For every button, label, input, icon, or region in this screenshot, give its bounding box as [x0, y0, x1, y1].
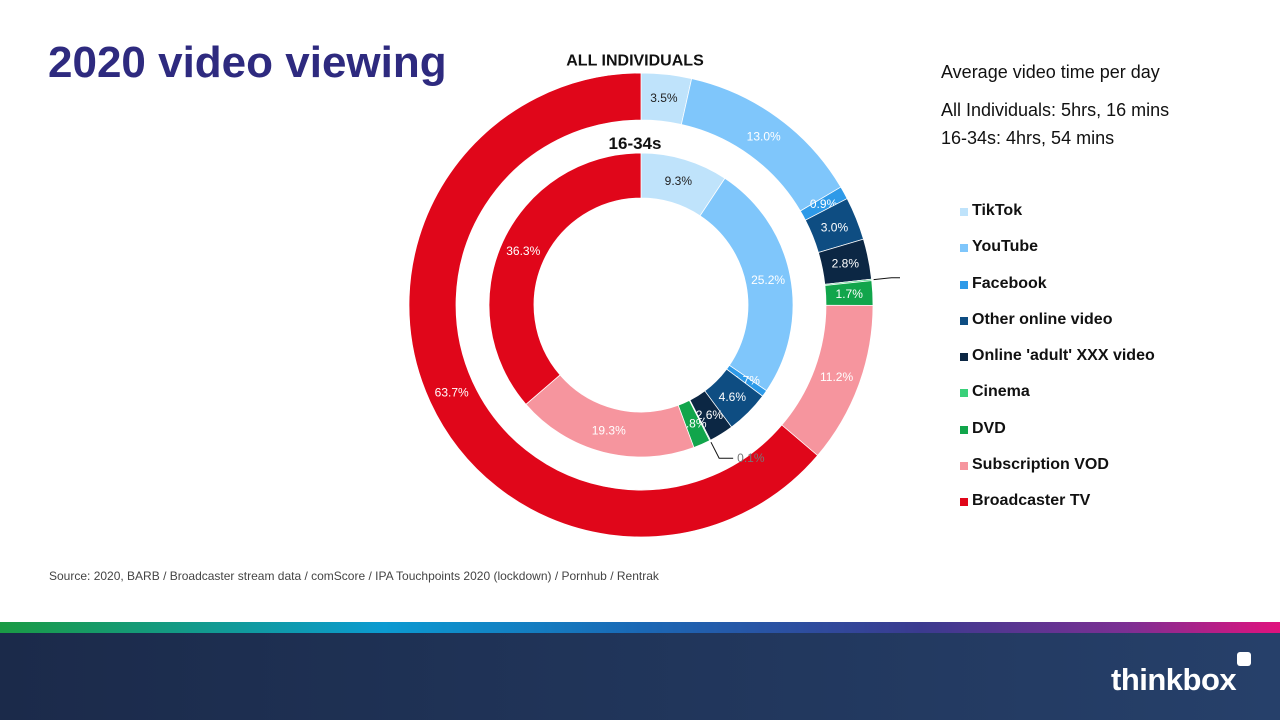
all-individuals-slice-broadcaster-tv [408, 72, 819, 538]
all-individuals-ring-title: ALL INDIVIDUALS [566, 53, 704, 70]
legend-swatch [960, 316, 968, 325]
donut-chart: 3.5%13.0%0.9%3.0%2.8%0.1%1.7%11.2%63.7%A… [408, 53, 900, 538]
age-16-34-data-label: 25.2% [751, 273, 785, 287]
all-individuals-data-label: 3.0% [821, 220, 849, 234]
age-16-34-ring-title: 16-34s [609, 134, 662, 153]
chart-legend: TikTok YouTube Facebook Other online video O… [960, 202, 1155, 529]
footer-band [0, 633, 1280, 720]
all-individuals-time: All Individuals: 5hrs, 16 mins [941, 100, 1170, 120]
age-16-34-slice-broadcaster-tv [488, 152, 642, 405]
legend-label: Subscription VOD [972, 456, 1109, 474]
legend-item: Facebook [960, 275, 1155, 311]
legend-swatch [960, 389, 968, 398]
brand-logo: thinkbox [1111, 662, 1237, 697]
all-individuals-data-label: 1.7% [836, 287, 864, 301]
all-individuals-leader-line [873, 277, 900, 281]
legend-swatch [960, 208, 968, 216]
average-time-title: Average video time per day [941, 62, 1160, 82]
legend-item: Other online video [960, 311, 1155, 347]
legend-label: YouTube [972, 238, 1039, 256]
all-individuals-data-label: 3.5% [650, 91, 678, 105]
age-16-34-data-label: 19.3% [592, 423, 626, 437]
legend-item: Cinema [960, 383, 1155, 419]
age-16-34-data-label: 2.6% [696, 408, 724, 422]
legend-label: TikTok [972, 202, 1023, 219]
age-16-34-data-label: 0.1% [737, 451, 765, 465]
legend-item: Online 'adult' XXX video [960, 347, 1155, 383]
source-note: Source: 2020, BARB / Broadcaster stream … [49, 569, 659, 583]
legend-swatch [960, 244, 968, 253]
all-individuals-data-label: 2.8% [832, 257, 860, 271]
page-title: 2020 video viewing [48, 38, 447, 87]
legend-label: Facebook [972, 274, 1047, 292]
legend-item: Subscription VOD [960, 456, 1155, 492]
legend-swatch [960, 498, 968, 507]
legend-label: DVD [972, 419, 1006, 437]
all-individuals-data-label: 11.2% [820, 370, 853, 384]
age-16-34-leader-line [710, 441, 734, 459]
young-adults-time: 16-34s: 4hrs, 54 mins [941, 128, 1115, 148]
brand-logo-mark [1237, 652, 1251, 666]
legend-swatch [960, 353, 968, 362]
all-individuals-data-label: 13.0% [747, 129, 781, 143]
legend-item: YouTube [960, 238, 1155, 274]
age-16-34-data-label: 4.6% [719, 390, 747, 404]
legend-label: Other online video [972, 310, 1113, 328]
legend-swatch [960, 462, 968, 471]
all-individuals-data-label: 63.7% [435, 385, 469, 399]
legend-item: Broadcaster TV [960, 492, 1155, 528]
legend-label: Cinema [972, 383, 1030, 401]
age-16-34-data-label: 9.3% [665, 174, 693, 188]
brand-gradient-strip [0, 622, 1280, 633]
age-16-34-slice-subscription-vod [525, 374, 695, 458]
age-16-34-data-label: 36.3% [506, 244, 540, 258]
legend-swatch [960, 425, 968, 434]
legend-item: TikTok [960, 202, 1155, 238]
legend-label: Online 'adult' XXX video [972, 347, 1155, 365]
legend-label: Broadcaster TV [972, 492, 1091, 510]
legend-item: DVD [960, 420, 1155, 456]
legend-swatch [960, 280, 968, 289]
